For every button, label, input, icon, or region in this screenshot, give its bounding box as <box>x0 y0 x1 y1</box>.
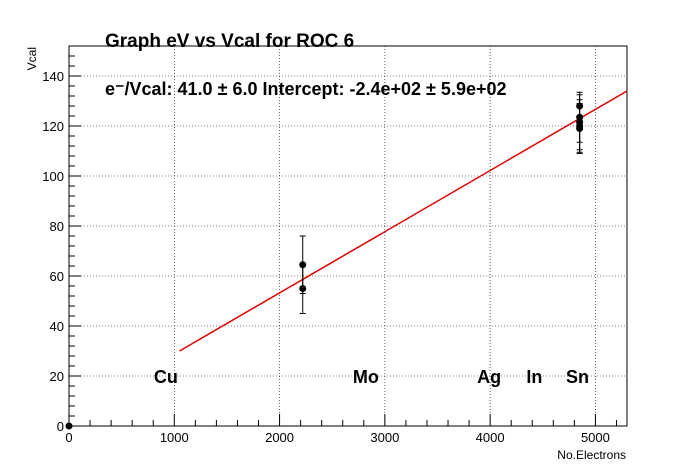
element-label: In <box>526 367 542 387</box>
element-label: Ag <box>477 367 501 387</box>
data-point <box>299 285 307 292</box>
x-tick-label: 1000 <box>160 430 189 445</box>
grid <box>69 46 627 426</box>
y-tick-label: 80 <box>50 219 64 234</box>
y-tick-label: 60 <box>50 269 64 284</box>
y-tick-label: 40 <box>50 319 64 334</box>
data-point <box>576 125 584 132</box>
element-label: Cu <box>154 367 178 387</box>
x-tick-label: 4000 <box>476 430 505 445</box>
x-tick-label: 3000 <box>370 430 399 445</box>
y-tick-label: 120 <box>42 119 64 134</box>
y-axis-label: Vcal <box>25 47 39 70</box>
fit-line-group <box>179 90 628 352</box>
element-label: Mo <box>353 367 379 387</box>
y-tick-label: 100 <box>42 169 64 184</box>
x-axis-label: No.Electrons <box>557 448 626 462</box>
axes: 0 1000 2000 3000 4000 5000 0 20 40 60 80 100 120 140 <box>42 45 617 445</box>
points-group <box>65 91 584 430</box>
data-point <box>65 422 73 430</box>
fit-result-text: e⁻/Vcal: 41.0 ± 6.0 Intercept: -2.4e+02 … <box>105 79 507 99</box>
x-tick-label: 2000 <box>265 430 294 445</box>
x-tick-label: 0 <box>65 430 72 445</box>
annotation-group: Cu Mo Ag In Sn <box>154 367 589 387</box>
chart-title: Graph eV vs Vcal for ROC 6 <box>105 31 354 52</box>
y-tick-label: 20 <box>50 369 64 384</box>
y-tick-label: 0 <box>57 419 64 434</box>
fit-line <box>179 90 628 352</box>
y-tick-label: 140 <box>42 69 64 84</box>
element-label: Sn <box>566 367 589 387</box>
x-tick-label: 5000 <box>581 430 610 445</box>
